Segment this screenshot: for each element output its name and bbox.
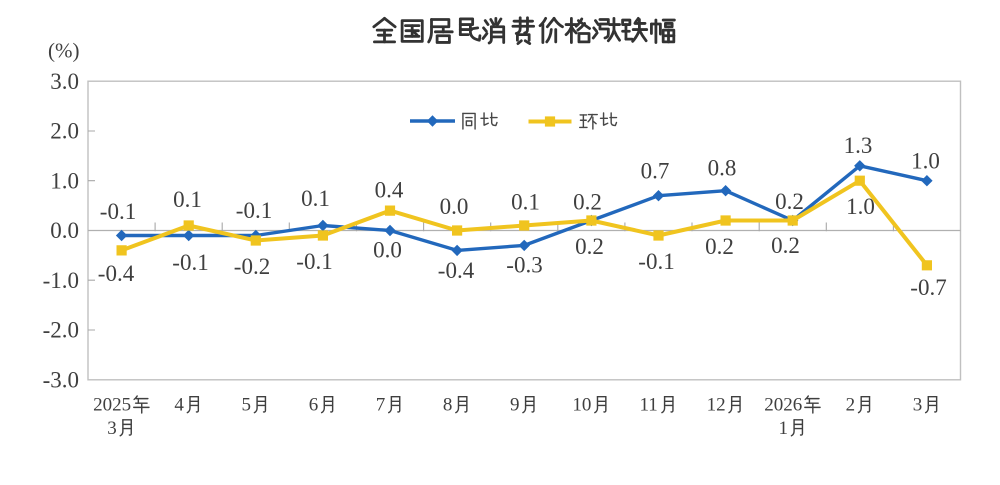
svg-text:-0.2: -0.2	[234, 254, 270, 279]
svg-text:(%): (%)	[48, 39, 79, 63]
svg-text:-0.7: -0.7	[910, 275, 946, 300]
svg-text:-0.1: -0.1	[236, 198, 272, 223]
svg-text:10: 10	[572, 395, 591, 416]
svg-text:0.2: 0.2	[705, 234, 734, 259]
svg-text:5: 5	[242, 395, 252, 416]
svg-text:-2.0: -2.0	[43, 318, 79, 343]
svg-text:9: 9	[510, 395, 520, 416]
svg-text:2: 2	[846, 395, 856, 416]
svg-text:-0.1: -0.1	[100, 199, 136, 224]
svg-text:0.4: 0.4	[375, 178, 404, 203]
svg-text:4: 4	[174, 395, 184, 416]
svg-text:3.0: 3.0	[50, 69, 79, 94]
svg-text:0.2: 0.2	[775, 189, 804, 214]
svg-text:-0.3: -0.3	[506, 253, 542, 278]
svg-text:0.1: 0.1	[173, 187, 202, 212]
svg-text:-0.4: -0.4	[98, 261, 135, 286]
svg-text:-0.1: -0.1	[172, 250, 208, 275]
svg-text:0.1: 0.1	[511, 190, 540, 215]
svg-text:12: 12	[707, 395, 726, 416]
svg-text:1.0: 1.0	[911, 149, 940, 174]
svg-text:0.1: 0.1	[301, 186, 330, 211]
svg-text:0.2: 0.2	[771, 233, 800, 258]
svg-text:0.0: 0.0	[50, 218, 79, 243]
svg-text:1.3: 1.3	[844, 133, 873, 158]
svg-text:2025: 2025	[93, 395, 131, 416]
svg-text:-0.1: -0.1	[638, 249, 674, 274]
svg-text:2.0: 2.0	[50, 119, 79, 144]
svg-text:3: 3	[107, 418, 117, 439]
svg-text:11: 11	[640, 395, 658, 416]
svg-text:2026: 2026	[764, 395, 802, 416]
svg-text:-0.1: -0.1	[296, 249, 332, 274]
svg-text:3: 3	[913, 395, 923, 416]
svg-text:6: 6	[309, 395, 319, 416]
svg-text:-0.4: -0.4	[438, 258, 475, 283]
svg-text:0.8: 0.8	[708, 156, 737, 181]
svg-text:0.0: 0.0	[373, 238, 402, 263]
svg-text:0.2: 0.2	[575, 234, 604, 259]
svg-text:1: 1	[779, 418, 789, 439]
svg-text:0.0: 0.0	[440, 194, 469, 219]
svg-text:8: 8	[443, 395, 453, 416]
svg-text:0.7: 0.7	[641, 159, 670, 184]
svg-text:-1.0: -1.0	[43, 268, 79, 293]
svg-text:-3.0: -3.0	[43, 367, 79, 392]
svg-text:1.0: 1.0	[50, 168, 79, 193]
svg-text:0.2: 0.2	[573, 190, 602, 215]
svg-text:7: 7	[376, 395, 386, 416]
svg-text:1.0: 1.0	[846, 194, 875, 219]
